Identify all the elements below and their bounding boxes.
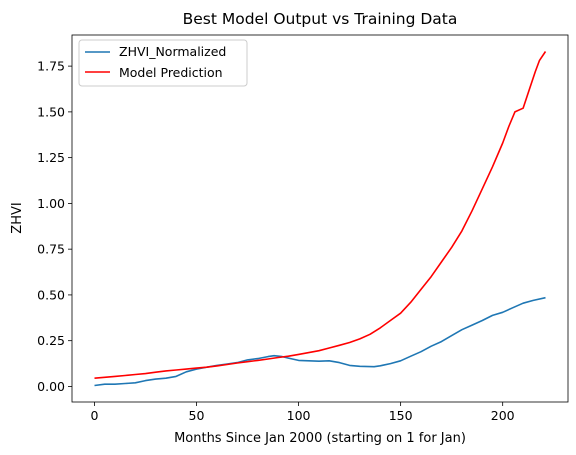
y-tick-label: 0.00 (37, 379, 65, 394)
legend-label-model: Model Prediction (119, 65, 223, 80)
y-axis: 0.00 0.25 0.50 0.75 1.00 1.25 1.50 1.75 (37, 59, 72, 394)
x-tick-label: 50 (189, 408, 205, 423)
x-axis: 0 50 100 150 200 (90, 402, 514, 423)
legend-label-zhvi: ZHVI_Normalized (119, 44, 226, 59)
x-tick-label: 150 (389, 408, 413, 423)
y-tick-label: 0.50 (37, 287, 65, 302)
x-axis-label: Months Since Jan 2000 (starting on 1 for… (174, 431, 466, 446)
chart-title: Best Model Output vs Training Data (183, 10, 458, 28)
y-tick-label: 0.25 (37, 333, 65, 348)
x-tick-label: 0 (90, 408, 98, 423)
y-tick-label: 0.75 (37, 242, 65, 257)
x-tick-label: 200 (491, 408, 515, 423)
y-tick-label: 1.75 (37, 59, 65, 74)
x-tick-label: 100 (287, 408, 311, 423)
plot-area (72, 35, 568, 402)
legend: ZHVI_Normalized Model Prediction (79, 40, 247, 86)
y-tick-label: 1.00 (37, 196, 65, 211)
y-axis-label: ZHVI (10, 202, 25, 233)
y-tick-label: 1.50 (37, 104, 65, 119)
y-tick-label: 1.25 (37, 150, 65, 165)
